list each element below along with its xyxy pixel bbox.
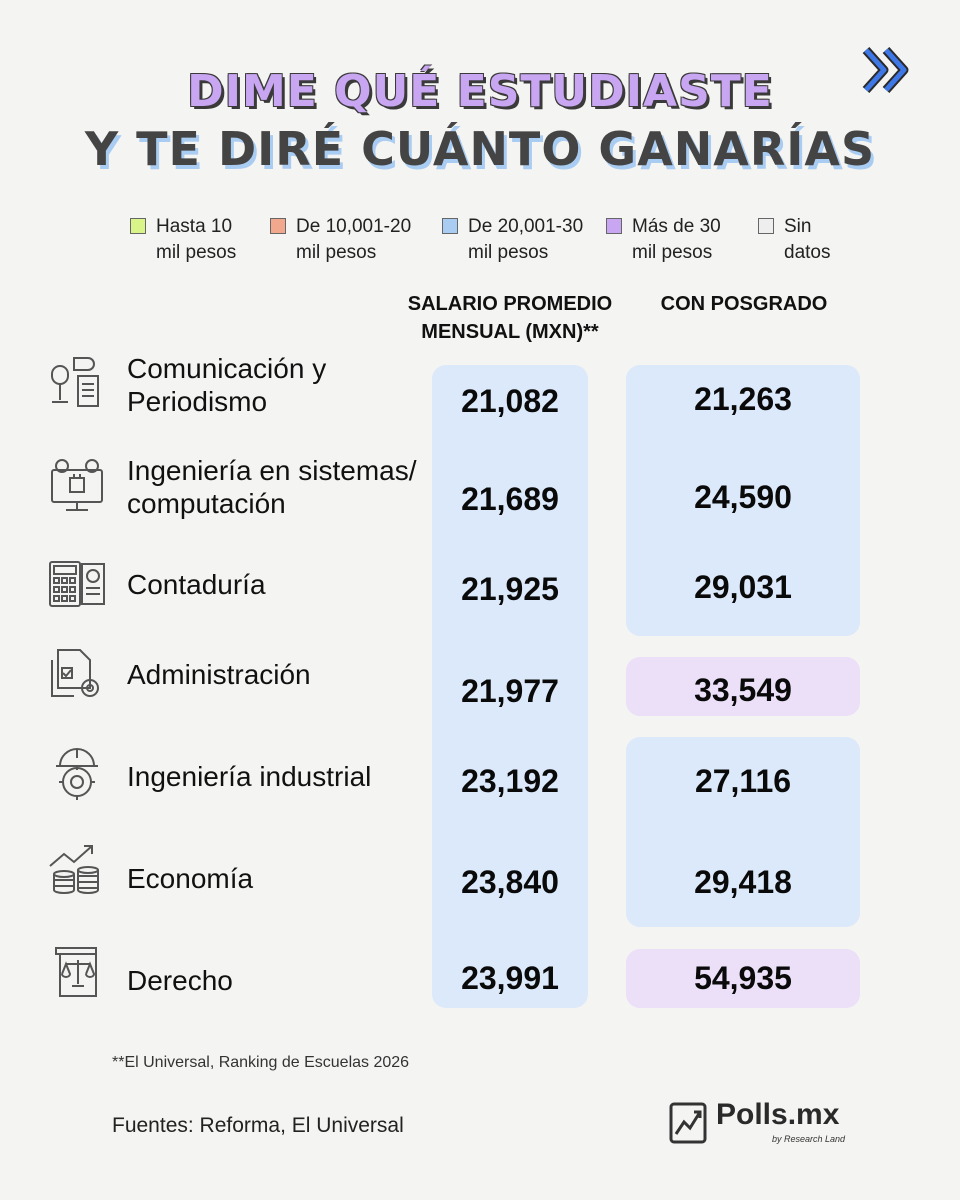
row-label-industrial: Ingeniería industrial — [127, 761, 372, 792]
postgrad-value: 27,116 — [694, 763, 792, 799]
microphone-news-icon — [51, 357, 99, 407]
column-header-postgrad: Con posgrado — [660, 293, 828, 315]
postgrad-panel-derecho — [626, 949, 860, 1008]
legend-swatch — [606, 218, 622, 234]
legend-item-mas-30: Más de 30 mil pesos — [606, 214, 742, 266]
postgrad-value: 54,935 — [694, 960, 792, 996]
title-line-1: Dime qué estudiaste — [187, 66, 773, 117]
computer-gears-icon — [51, 459, 103, 511]
postgrad-value: 29,031 — [694, 569, 792, 605]
salary-value: 21,689 — [461, 481, 559, 517]
legend-label: Hasta 10 mil pesos — [156, 216, 237, 263]
legend-label: Sin datos — [784, 216, 831, 263]
sources: Fuentes: Reforma, El Universal — [112, 1114, 404, 1137]
legend-swatch — [442, 218, 458, 234]
postgrad-panel-1 — [626, 365, 860, 636]
calculator-report-icon — [49, 561, 105, 607]
postgrad-panel-2 — [626, 737, 860, 927]
salary-value: 23,991 — [461, 960, 559, 996]
law-scales-icon — [55, 947, 97, 997]
row-label-contaduria: Contaduría — [127, 569, 266, 600]
legend-swatch — [758, 218, 774, 234]
hardhat-gear-icon — [56, 748, 98, 800]
logo-sub: by Research Land — [772, 1134, 846, 1144]
legend-item-hasta-10: Hasta 10 mil pesos — [130, 214, 256, 266]
salary-value: 21,977 — [461, 673, 559, 709]
legend-item-10-20: De 10,001-20 mil pesos — [270, 214, 422, 266]
double-chevron-right-icon[interactable] — [858, 44, 914, 96]
legend-label: De 10,001-20 mil pesos — [296, 216, 412, 263]
postgrad-panel-administracion — [626, 657, 860, 716]
row-label-administracion: Administración — [127, 659, 311, 690]
column-header-salary: Salario promedio mensual (MXN)** — [407, 293, 613, 343]
document-gear-icon — [51, 649, 99, 697]
legend-item-20-30: De 20,001-30 mil pesos — [442, 214, 594, 266]
legend-label: De 20,001-30 mil pesos — [468, 216, 584, 263]
legend-swatch — [270, 218, 286, 234]
legend-label: Más de 30 mil pesos — [632, 216, 721, 263]
postgrad-value: 21,263 — [694, 381, 792, 417]
footnote: **El Universal, Ranking de Escuelas 2026 — [112, 1054, 410, 1071]
chart-logo-icon — [669, 1102, 707, 1144]
salary-panel — [432, 365, 588, 1008]
polls-mx-logo[interactable]: Polls.mx by Research Land — [668, 1094, 848, 1150]
salary-value: 21,082 — [461, 383, 559, 419]
postgrad-value: 24,590 — [694, 479, 792, 515]
legend-item-sin-datos: Sin datos — [758, 214, 842, 266]
postgrad-value: 29,418 — [694, 864, 792, 900]
title-line-2: y te diré cuánto ganarías — [84, 122, 876, 176]
salary-value: 21,925 — [461, 571, 559, 607]
coins-growth-icon — [49, 845, 99, 894]
row-label-derecho: Derecho — [127, 965, 233, 996]
postgrad-value: 33,549 — [694, 672, 792, 708]
logo-name: Polls.mx — [716, 1098, 840, 1131]
legend-swatch — [130, 218, 146, 234]
row-label-comunicacion: Comunicación y Periodismo — [127, 353, 327, 417]
row-label-sistemas: Ingeniería en sistemas/ computación — [127, 455, 417, 519]
row-label-economia: Economía — [127, 863, 254, 894]
salary-value: 23,840 — [461, 864, 559, 900]
salary-value: 23,192 — [461, 763, 559, 799]
